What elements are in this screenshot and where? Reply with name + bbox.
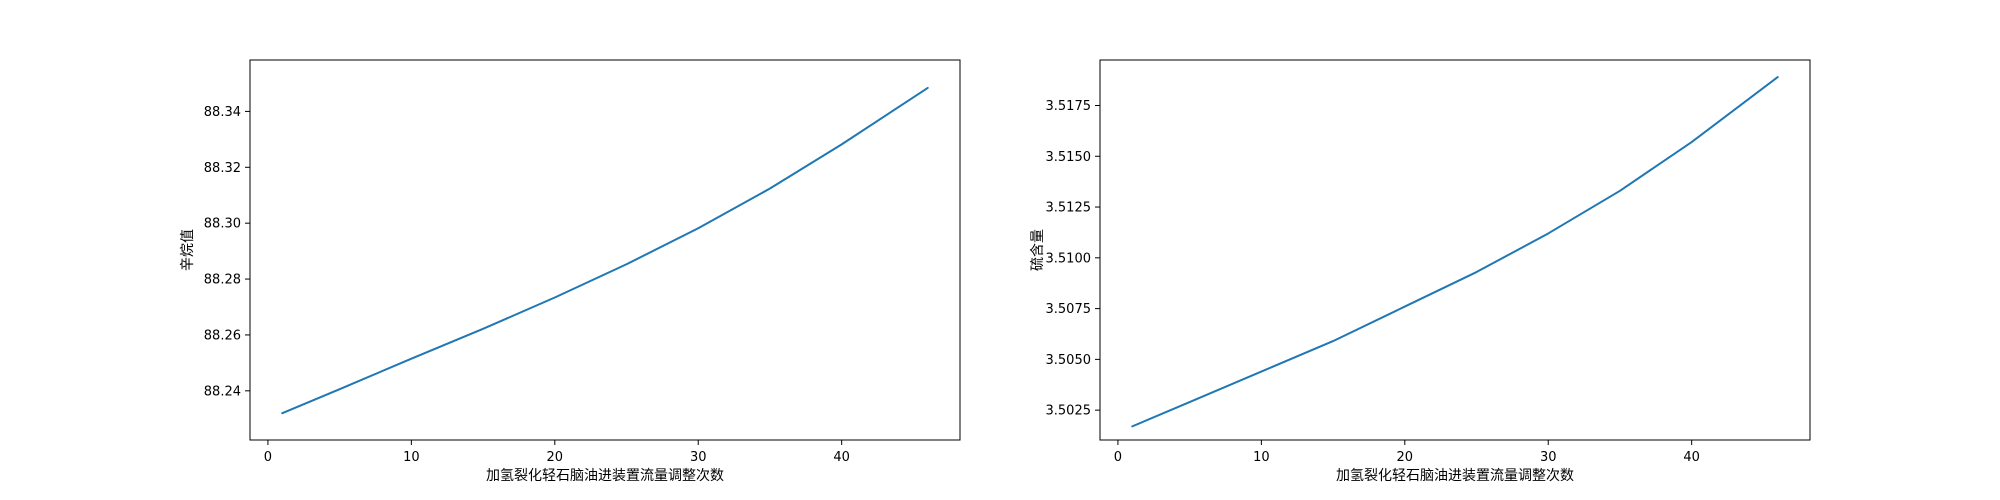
right-y-tick-label: 3.5075	[1046, 302, 1092, 317]
right-x-tick-label: 40	[1683, 450, 1700, 465]
right-y-tick-label: 3.5050	[1046, 353, 1092, 368]
right-x-axis-label: 加氢裂化轻石脑油进装置流量调整次数	[1336, 468, 1574, 484]
left-y-axis-label: 辛烷值	[180, 229, 196, 271]
left-y-tick-label: 88.24	[204, 384, 241, 399]
left-axes-frame	[249, 59, 961, 441]
right-y-tick-label: 3.5175	[1046, 99, 1092, 114]
left-y-tick-label: 88.32	[204, 161, 241, 176]
left-x-axis-label: 加氢裂化轻石脑油进装置流量调整次数	[486, 468, 724, 484]
left-x-tick-label: 30	[690, 450, 707, 465]
right-x-tick-label: 20	[1397, 450, 1414, 465]
right-x-tick-label: 30	[1540, 450, 1557, 465]
right-y-tick-label: 3.5125	[1046, 201, 1092, 216]
right-x-tick-label: 0	[1114, 450, 1122, 465]
right-y-tick-label: 3.5100	[1046, 251, 1092, 266]
left-y-tick-label: 88.26	[204, 328, 241, 343]
left-y-tick-label: 88.30	[204, 217, 241, 232]
left-plot: 0 10 20 30 40 88.24 88.26 88.28 88.30 88.32 88.34 加…	[180, 59, 961, 484]
right-plot: 0 10 20 30 40 3.5025 3.5050 3.5075 3.5100 3.5125 3…	[1030, 59, 1811, 484]
left-y-tick-label: 88.34	[204, 105, 241, 120]
right-x-tick-label: 10	[1253, 450, 1270, 465]
left-x-tick-label: 20	[547, 450, 564, 465]
left-x-tick-label: 10	[403, 450, 420, 465]
right-axes-frame	[1099, 59, 1811, 441]
left-x-tick-label: 0	[264, 450, 272, 465]
left-x-tick-label: 40	[833, 450, 850, 465]
right-y-tick-label: 3.5150	[1046, 150, 1092, 165]
right-series-line-0	[1131, 76, 1779, 428]
left-series-line-0	[281, 86, 929, 415]
right-y-tick-label: 3.5025	[1046, 404, 1092, 419]
left-y-tick-label: 88.28	[204, 273, 241, 288]
right-y-axis-label: 硫含量	[1030, 229, 1046, 271]
